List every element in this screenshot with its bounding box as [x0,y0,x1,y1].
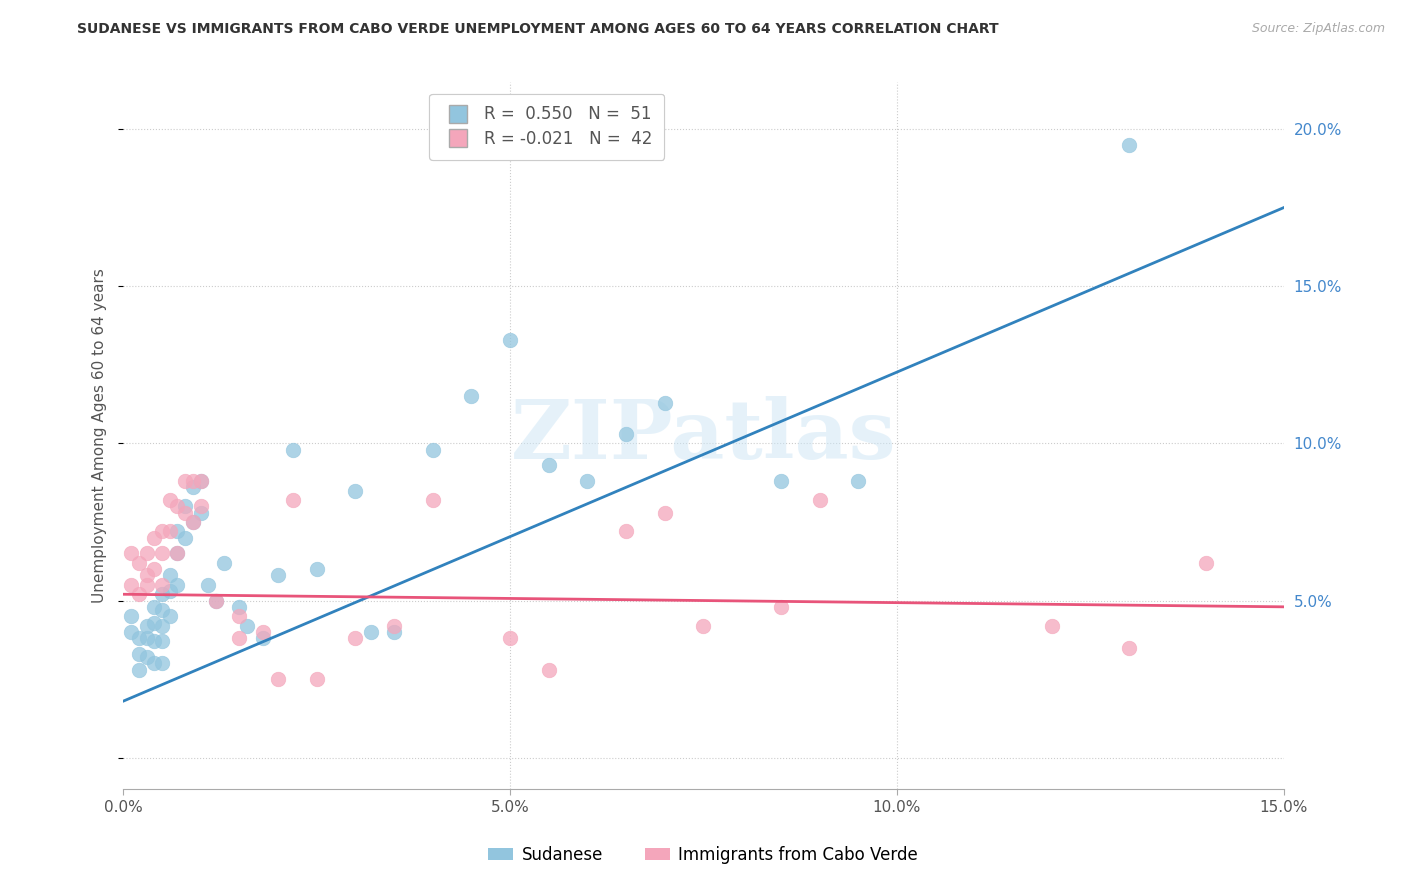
Point [1195,556,1218,570]
Point [143,562,166,576]
Point [150,618,173,632]
Point [252,632,274,646]
Point [228,599,250,614]
Point [808,492,831,507]
Point [166,546,188,560]
Point [422,492,444,507]
Point [174,500,197,514]
Point [1118,137,1140,152]
Point [181,515,204,529]
Point [252,624,274,639]
Point [614,524,637,539]
Point [143,615,166,630]
Point [576,474,599,488]
Point [143,657,166,671]
Point [190,506,212,520]
Point [360,624,382,639]
Point [135,568,157,582]
Point [181,480,204,494]
Point [422,442,444,457]
Point [212,556,235,570]
Point [159,609,181,624]
Point [190,500,212,514]
Point [143,531,166,545]
Text: SUDANESE VS IMMIGRANTS FROM CABO VERDE UNEMPLOYMENT AMONG AGES 60 TO 64 YEARS CO: SUDANESE VS IMMIGRANTS FROM CABO VERDE U… [77,22,998,37]
Point [614,426,637,441]
Point [692,618,714,632]
Point [382,618,405,632]
Point [190,474,212,488]
Point [135,632,157,646]
Point [150,603,173,617]
Point [267,568,290,582]
Point [128,556,150,570]
Point [135,618,157,632]
Point [197,578,219,592]
Point [344,632,367,646]
Point [150,657,173,671]
Point [166,500,188,514]
Text: ZIPatlas: ZIPatlas [510,395,896,475]
Point [654,395,676,409]
Point [228,609,250,624]
Point [128,632,150,646]
Point [166,546,188,560]
Point [537,458,560,473]
Point [174,531,197,545]
Point [159,584,181,599]
Point [228,632,250,646]
Point [1040,618,1063,632]
Point [460,389,482,403]
Point [181,474,204,488]
Point [120,578,142,592]
Point [382,624,405,639]
Y-axis label: Unemployment Among Ages 60 to 64 years: Unemployment Among Ages 60 to 64 years [93,268,107,603]
Point [174,474,197,488]
Point [166,524,188,539]
Point [166,578,188,592]
Point [120,609,142,624]
Point [150,524,173,539]
Point [128,663,150,677]
Point [159,492,181,507]
Point [120,546,142,560]
Point [159,524,181,539]
Point [1118,640,1140,655]
Point [150,546,173,560]
Point [305,672,328,686]
Point [344,483,367,498]
Point [150,587,173,601]
Point [150,634,173,648]
Point [143,599,166,614]
Point [236,618,259,632]
Legend: R =  0.550   N =  51, R = -0.021   N =  42: R = 0.550 N = 51, R = -0.021 N = 42 [429,94,665,160]
Point [135,578,157,592]
Point [205,593,228,607]
Point [135,546,157,560]
Point [128,587,150,601]
Point [769,474,792,488]
Point [120,624,142,639]
Point [174,506,197,520]
Point [499,632,522,646]
Point [190,474,212,488]
Point [769,599,792,614]
Point [283,492,305,507]
Point [159,568,181,582]
Point [305,562,328,576]
Legend: Sudanese, Immigrants from Cabo Verde: Sudanese, Immigrants from Cabo Verde [482,839,924,871]
Point [267,672,290,686]
Point [128,647,150,661]
Point [283,442,305,457]
Point [846,474,869,488]
Text: Source: ZipAtlas.com: Source: ZipAtlas.com [1251,22,1385,36]
Point [143,634,166,648]
Point [181,515,204,529]
Point [537,663,560,677]
Point [135,650,157,665]
Point [205,593,228,607]
Point [499,333,522,347]
Point [654,506,676,520]
Point [150,578,173,592]
